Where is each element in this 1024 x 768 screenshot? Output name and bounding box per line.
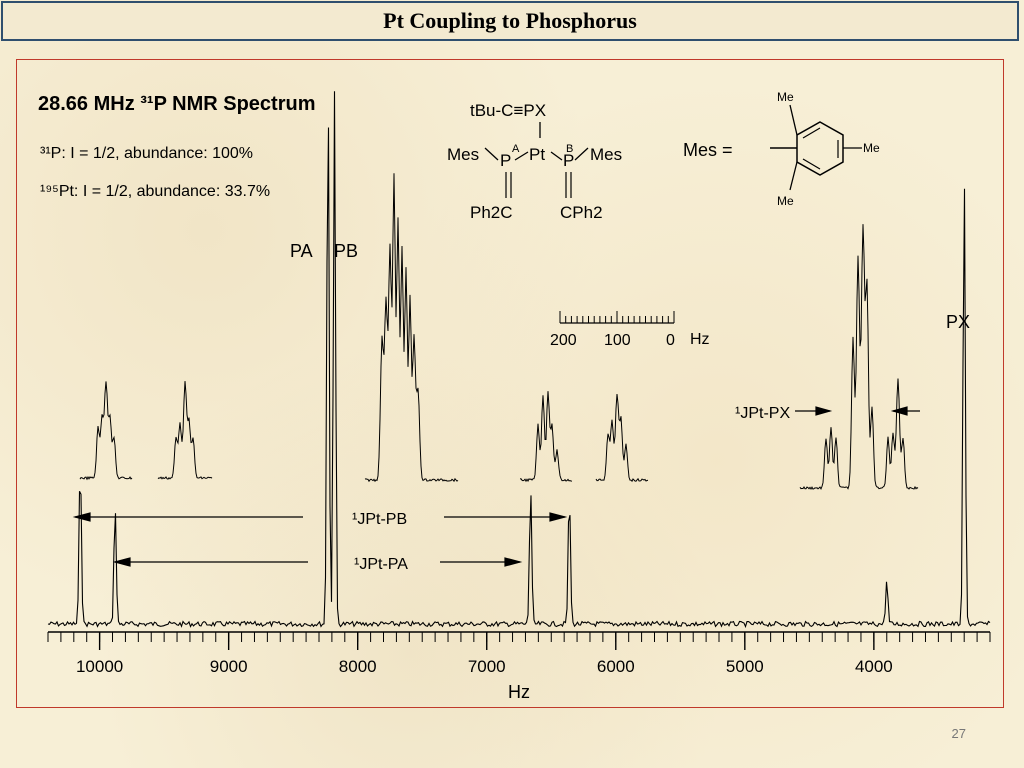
scale-label-100: 100: [604, 332, 631, 349]
peak-label-pb: PB: [334, 241, 358, 261]
note-pt195: ¹⁹⁵Pt: I = 1/2, abundance: 33.7%: [40, 183, 270, 200]
x-axis-major-ticks: [98, 632, 875, 650]
jpb-arrow-left-head-icon: [72, 512, 91, 522]
scale-label-200: 200: [550, 332, 577, 349]
inset-satellite-pa-left: [157, 381, 213, 480]
inset-main-pa-pb: [364, 173, 459, 483]
note-p31: ³¹P: I = 1/2, abundance: 100%: [40, 145, 253, 162]
scale-bar-ticks: [559, 311, 675, 324]
jpb-arrow-right-head-icon: [549, 512, 568, 522]
coupling-label-jpb: ¹JPt-PB: [352, 511, 407, 528]
page-number: 27: [951, 726, 966, 741]
phosphorus-a: P: [500, 151, 511, 170]
scale-bar: 200 100 0 Hz: [550, 311, 710, 349]
x-axis-tick-labels: 10000 9000 8000 7000 6000 5000 4000: [76, 657, 893, 676]
slide-title-bar: Pt Coupling to Phosphorus: [1, 1, 1019, 41]
chart-title: 28.66 MHz ³¹P NMR Spectrum: [38, 93, 315, 115]
scale-label-0: 0: [666, 332, 675, 349]
x-tick-label: 6000: [597, 657, 635, 676]
inset-px-expansion: [799, 224, 919, 491]
cph2-right: CPh2: [560, 203, 603, 222]
x-tick-label: 7000: [468, 657, 506, 676]
label-b: B: [566, 143, 573, 155]
inset-satellite-pa-right: [519, 391, 573, 483]
tbu-cp-label: tBu-C≡PX: [470, 101, 546, 120]
phosphorus-b: P: [563, 151, 574, 170]
methyl-bottom: Me: [777, 194, 794, 208]
mes-left: Mes: [447, 145, 479, 164]
mes-right: Mes: [590, 145, 622, 164]
mesityl-definition: Mes = Me Me Me: [683, 90, 880, 208]
x-axis-minor-ticks: [47, 632, 991, 642]
molecule-structure: tBu-C≡PX Mes P A Pt P B Mes Ph2C CPh2: [447, 101, 622, 222]
x-tick-label: 5000: [726, 657, 764, 676]
spectrum-trace: [47, 91, 991, 629]
platinum: Pt: [529, 145, 545, 164]
jpa-arrow-left-head-icon: [112, 557, 131, 567]
methyl-right: Me: [863, 141, 880, 155]
x-tick-label: 9000: [210, 657, 248, 676]
jpa-arrow-right-head-icon: [504, 557, 523, 567]
coupling-label-jpa: ¹JPt-PA: [354, 556, 408, 573]
x-tick-label: 4000: [855, 657, 893, 676]
label-a: A: [512, 143, 520, 155]
x-tick-label: 8000: [339, 657, 377, 676]
x-axis-label: Hz: [508, 682, 530, 702]
coupling-arrows: [72, 406, 920, 567]
jpx-arrow-right-head-icon: [890, 406, 908, 416]
peak-label-pa: PA: [290, 241, 313, 261]
slide-title: Pt Coupling to Phosphorus: [383, 8, 637, 33]
methyl-top: Me: [777, 90, 794, 104]
coupling-label-jpx: ¹JPt-PX: [735, 405, 790, 422]
jpx-arrow-left-head-icon: [815, 406, 833, 416]
x-axis: 10000 9000 8000 7000 6000 5000 4000 Hz: [47, 631, 991, 702]
figure-frame: [16, 59, 1004, 708]
inset-satellite-pb-left: [79, 381, 133, 481]
mes-equals: Mes =: [683, 140, 733, 160]
ph2c-left: Ph2C: [470, 203, 513, 222]
peak-label-px: PX: [946, 312, 970, 332]
inset-satellite-pb-right: [595, 393, 649, 483]
inset-expansions: [79, 173, 919, 491]
benzene-ring-icon: [796, 121, 844, 176]
scale-unit: Hz: [690, 331, 710, 348]
x-tick-label: 10000: [76, 657, 123, 676]
